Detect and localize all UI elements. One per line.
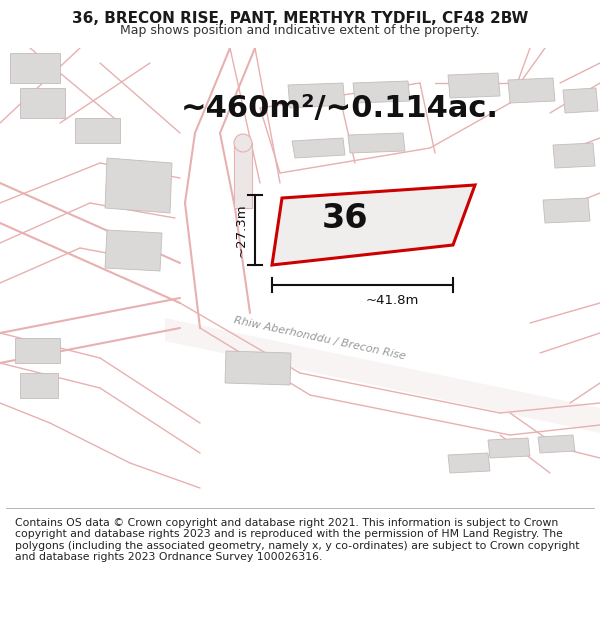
Polygon shape [538,435,575,453]
Circle shape [234,134,252,152]
Polygon shape [285,195,458,255]
Polygon shape [292,138,345,158]
Text: Map shows position and indicative extent of the property.: Map shows position and indicative extent… [120,24,480,38]
Polygon shape [20,373,58,398]
Text: Contains OS data © Crown copyright and database right 2021. This information is : Contains OS data © Crown copyright and d… [15,518,580,562]
Polygon shape [563,88,598,113]
Polygon shape [20,88,65,118]
Polygon shape [165,318,600,433]
Polygon shape [348,133,405,153]
Polygon shape [448,453,490,473]
Text: ~460m²/~0.114ac.: ~460m²/~0.114ac. [181,94,499,122]
Polygon shape [448,73,500,98]
Text: ~41.8m: ~41.8m [366,294,419,306]
Text: 36: 36 [322,202,369,235]
Polygon shape [543,198,590,223]
Polygon shape [508,78,555,103]
Polygon shape [272,185,475,265]
Text: Rhiw Aberhonddu / Brecon Rise: Rhiw Aberhonddu / Brecon Rise [233,315,407,361]
Polygon shape [288,83,345,108]
Polygon shape [75,118,120,143]
Polygon shape [10,53,60,83]
Polygon shape [488,438,530,458]
Polygon shape [105,230,162,271]
Text: ~27.3m: ~27.3m [235,203,248,257]
Polygon shape [353,81,410,103]
Polygon shape [15,338,60,363]
Polygon shape [225,351,291,385]
Text: 36, BRECON RISE, PANT, MERTHYR TYDFIL, CF48 2BW: 36, BRECON RISE, PANT, MERTHYR TYDFIL, C… [72,11,528,26]
Polygon shape [234,143,252,208]
Polygon shape [553,143,595,168]
Polygon shape [105,158,172,213]
